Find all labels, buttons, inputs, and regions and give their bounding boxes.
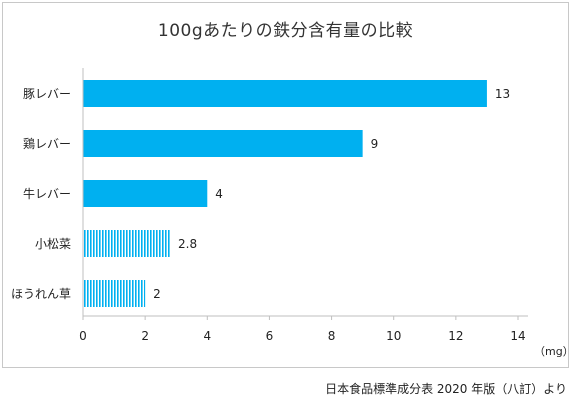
data-label: 2 [153,287,161,301]
category-label: 小松菜 [35,237,71,251]
category-label: 豚レバー [23,87,71,101]
category-label: ほうれん草 [11,287,71,301]
x-tick-label: 2 [141,329,149,343]
x-axis-unit-label: （mg） [534,345,574,358]
x-tick-label: 14 [510,329,525,343]
category-label: 牛レバー [23,186,71,201]
bar-chart: 豚レバー 13 鶏レバー 9 牛レバー 4 小松菜 2.8 ほうれん草 2 0 2 4 6 8 10 12 14… [11,68,574,358]
x-tick-label: 12 [448,329,463,343]
bar-1 [83,80,487,107]
bar-3 [83,180,208,207]
x-tick-label: 0 [79,329,87,343]
data-label: 4 [215,187,223,201]
data-label: 13 [495,87,510,101]
bar-4 [83,230,170,257]
bar-2 [83,130,363,157]
source-note: 日本食品標準成分表 2020 年版（八訂）より [325,382,567,396]
category-label: 鶏レバー [23,137,71,151]
chart-title: 100gあたりの鉄分含有量の比較 [157,21,414,41]
data-label: 9 [371,137,379,151]
axis-layer: 0 2 4 6 8 10 12 14 （mg） [79,68,574,358]
bar-5 [83,280,146,307]
x-tick-label: 10 [386,329,401,343]
x-tick-label: 4 [203,329,211,343]
x-tick-label: 8 [328,329,336,343]
bars-layer: 豚レバー 13 鶏レバー 9 牛レバー 4 小松菜 2.8 ほうれん草 2 [11,80,510,307]
x-tick-label: 6 [266,329,274,343]
data-label: 2.8 [178,237,197,251]
